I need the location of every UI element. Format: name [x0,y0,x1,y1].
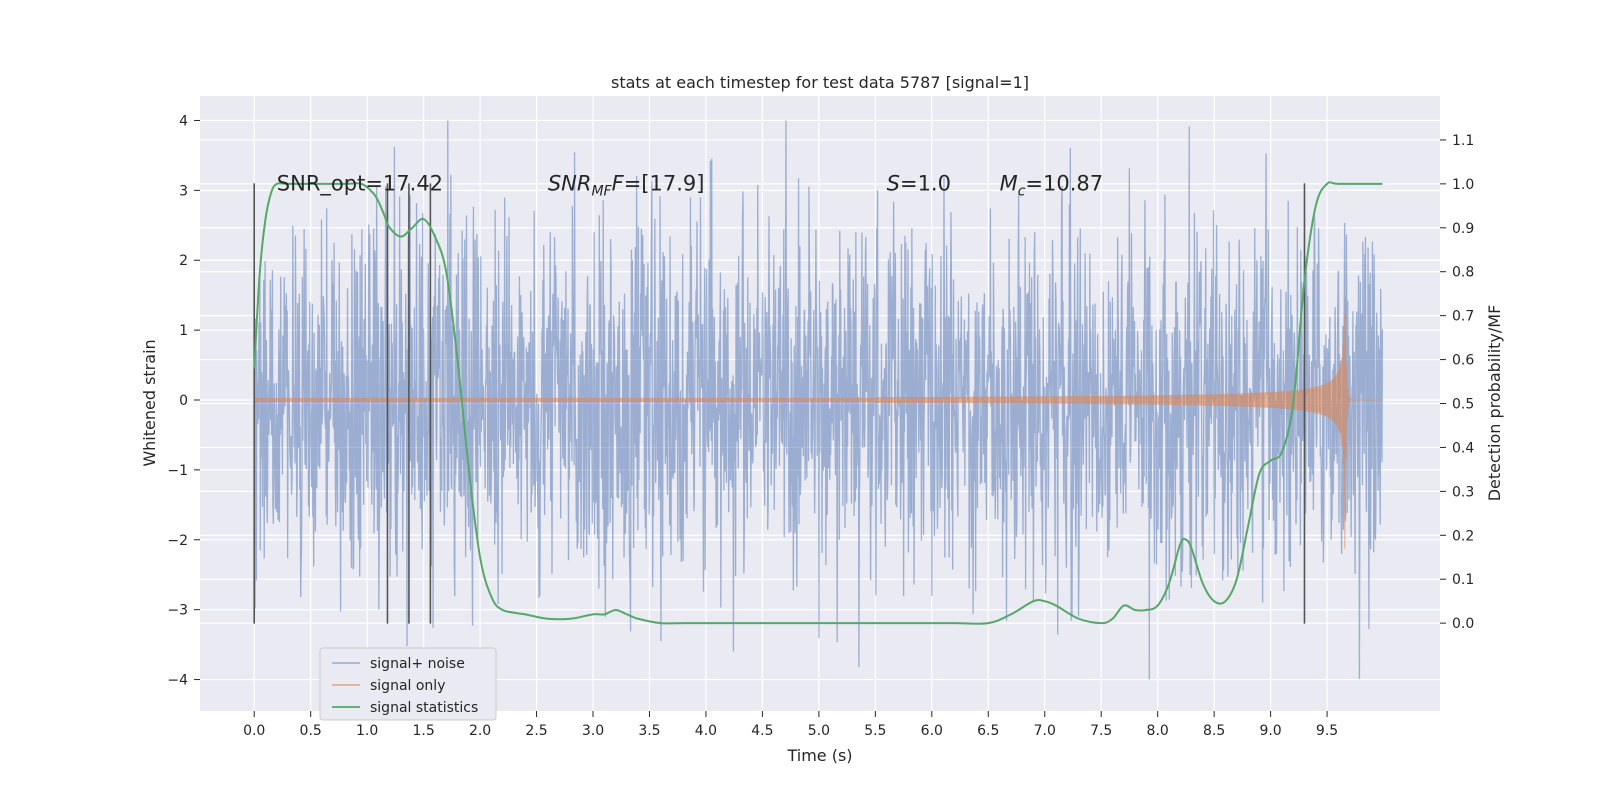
y-axis-label-right: Detection probability/MF [1485,305,1504,502]
annotation-label: SNR_opt=17.42 [277,171,443,196]
legend-label-statistics: signal statistics [370,700,478,716]
legend: signal+ noise signal only signal statist… [319,647,497,721]
series-signal-only [253,297,1383,549]
x-tick-label: 6.5 [977,723,999,739]
y-tick-label: −4 [167,673,188,689]
chart-title: stats at each timestep for test data 578… [611,73,1029,92]
x-tick-label: 8.0 [1147,723,1169,739]
x-tick-label: 9.0 [1259,723,1281,739]
x-axis-label: Time (s) [786,746,852,765]
x-tick-label: 0.0 [243,723,265,739]
y2-tick-label: 0.7 [1452,309,1474,325]
y2-tick-label: 1.1 [1452,133,1474,149]
y2-tick-label: 0.9 [1452,221,1474,237]
x-tick-label: 2.5 [525,723,547,739]
y-tick-label: 0 [179,393,188,409]
series-layer [253,120,1384,680]
x-tick-label: 1.0 [356,723,378,739]
x-tick-label: 3.0 [582,723,604,739]
x-tick-label: 9.5 [1316,723,1338,739]
annotation-label: SNRMFF=[17.9] [548,171,705,199]
x-tick-label: 5.5 [864,723,886,739]
y2-tick-label: 0.8 [1452,265,1474,281]
x-tick-label: 8.5 [1203,723,1225,739]
series-signal-statistics [253,181,1383,625]
x-tick-label: 1.5 [412,723,434,739]
y2-tick-label: 1.0 [1452,177,1474,193]
y-tick-label: −2 [167,533,188,549]
y2-tick-label: 0.2 [1452,528,1474,544]
y-axis-label: Whitened strain [140,339,159,466]
x-tick-label: 4.0 [695,723,717,739]
y2-tick-label: 0.3 [1452,484,1474,500]
y-tick-label: 3 [179,183,188,199]
x-tick-label: 6.0 [921,723,943,739]
annotation-label: S=1.0 [887,171,951,195]
y-ticks-right: 0.0 0.1 0.2 0.3 0.4 0.5 0.6 0.7 0.8 0.9 1.0 1.1 [1440,133,1474,632]
y-tick-label: −3 [167,603,188,619]
vertical-lines [253,181,1383,625]
legend-box [319,647,497,721]
y-tick-label: 2 [179,253,188,269]
y-ticks-left: −4 −3 −2 −1 0 1 2 3 4 [167,113,200,689]
y-tick-label: 4 [179,113,188,129]
x-tick-label: 7.0 [1034,723,1056,739]
y2-tick-label: 0.5 [1452,397,1474,413]
x-tick-label: 5.0 [808,723,830,739]
y-tick-label: 1 [179,323,188,339]
x-tick-label: 2.0 [469,723,491,739]
y2-tick-label: 0.4 [1452,440,1474,456]
x-tick-label: 3.5 [638,723,660,739]
annotation-label: Mc=10.87 [1000,171,1104,199]
legend-label-noise: signal+ noise [370,656,465,672]
y2-tick-label: 0.6 [1452,353,1474,369]
x-tick-label: 0.5 [300,723,322,739]
y-tick-label: −1 [167,463,188,479]
y2-tick-label: 0.1 [1452,572,1474,588]
y2-tick-label: 0.0 [1452,616,1474,632]
x-tick-label: 4.5 [751,723,773,739]
series-signal-noise [253,120,1384,680]
legend-label-signal: signal only [370,678,445,694]
x-tick-label: 7.5 [1090,723,1112,739]
x-ticks: 0.0 0.5 1.0 1.5 2.0 2.5 3.0 3.5 4.0 4.5 5.0 5.5 6.0 6… [243,711,1338,739]
annotations: SNR_opt=17.42 SNRMFF=[17.9] S=1.0 Mc=10.87 [277,171,1103,199]
